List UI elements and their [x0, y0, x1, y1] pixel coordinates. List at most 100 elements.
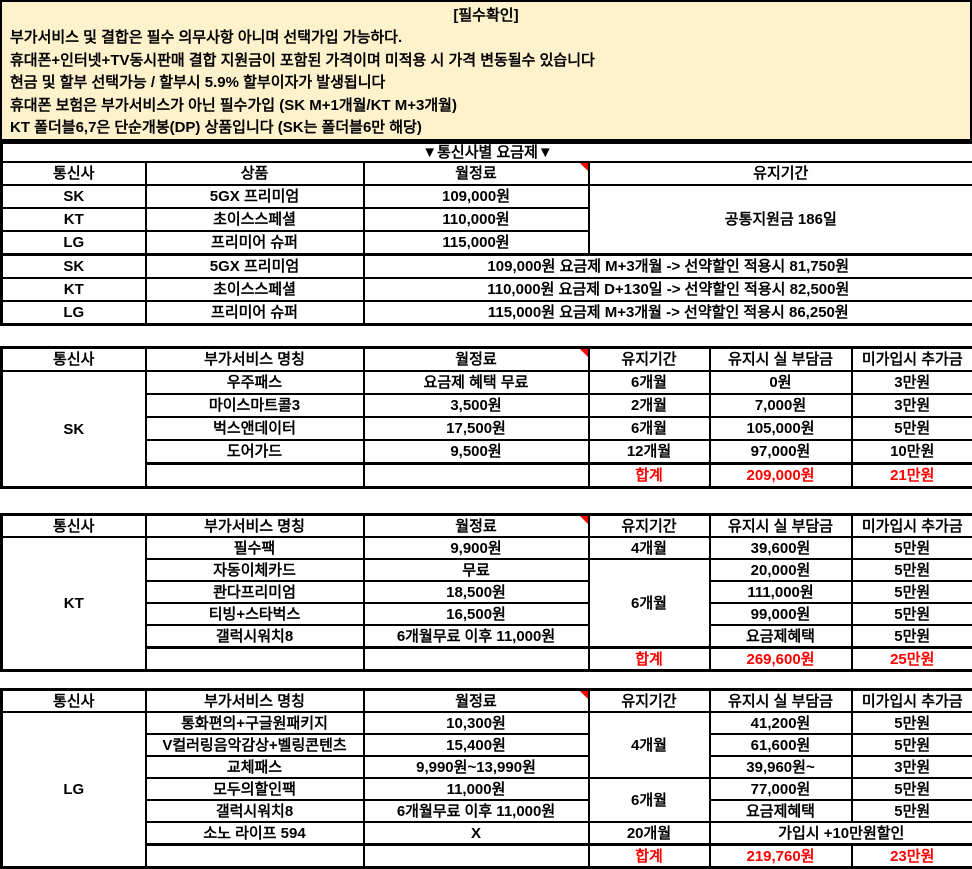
cell-cost: 77,000원	[710, 778, 852, 800]
empty-cell	[146, 845, 364, 868]
cell-cost: 39,960원~	[710, 756, 852, 778]
comment-marker-icon	[580, 349, 588, 357]
cell-extra: 5만원	[852, 625, 972, 648]
carrier-cell: KT	[2, 537, 146, 671]
lg-addon-table: 통신사 부가서비스 명칭 월정료 유지기간 유지시 실 부담금 미가입시 추가금…	[0, 688, 972, 869]
total-row: 합계 209,000원 21만원	[2, 464, 972, 488]
col-header-fee: 월정료	[364, 690, 589, 713]
col-header-carrier: 통신사	[2, 348, 146, 372]
cell-fee: 9,990원~13,990원	[364, 756, 589, 778]
cell-cost: 요금제혜택	[710, 800, 852, 822]
cell-fee: 109,000원	[364, 185, 589, 208]
cell-cost: 111,000원	[710, 581, 852, 603]
cell-carrier: SK	[2, 185, 146, 208]
col-header-period: 유지기간	[589, 690, 710, 713]
cell-fee: 16,500원	[364, 603, 589, 625]
col-header-fee-label: 월정료	[455, 693, 496, 710]
cell-fee: 3,500원	[364, 394, 589, 417]
cell-fee: 110,000원	[364, 208, 589, 231]
total-extra: 21만원	[852, 464, 972, 488]
cell-extra: 5만원	[852, 559, 972, 581]
col-header-fee: 월정료	[364, 515, 589, 538]
cell-service: 티빙+스타벅스	[146, 603, 364, 625]
col-header-cost: 유지시 실 부담금	[710, 515, 852, 538]
carrier-cell: SK	[2, 371, 146, 488]
cell-service: 우주패스	[146, 371, 364, 394]
cell-cost: 97,000원	[710, 440, 852, 464]
cell-extra: 5만원	[852, 778, 972, 800]
table-row: SK 우주패스 요금제 혜택 무료 6개월 0원 3만원	[2, 371, 972, 394]
cell-cost: 99,000원	[710, 603, 852, 625]
cell-fee: 15,400원	[364, 734, 589, 756]
table-row: 소노 라이프 594 X 20개월 가입시 +10만원할인	[2, 822, 972, 845]
cell-period-merged: 6개월	[589, 559, 710, 648]
col-header-carrier: 통신사	[2, 515, 146, 538]
notice-block: [필수확인] 부가서비스 및 결합은 필수 의무사항 아니며 선택가입 가능하다…	[0, 0, 972, 141]
table-row: LG 통화편의+구글원패키지 10,300원 4개월 41,200원 5만원	[2, 712, 972, 734]
cell-service: 통화편의+구글원패키지	[146, 712, 364, 734]
cell-cost: 61,600원	[710, 734, 852, 756]
cell-fee: 115,000원	[364, 231, 589, 255]
addon-header-row: 통신사 부가서비스 명칭 월정료 유지기간 유지시 실 부담금 미가입시 추가금	[2, 690, 972, 713]
total-row: 합계 219,760원 23만원	[2, 845, 972, 868]
total-cost: 219,760원	[710, 845, 852, 868]
cell-fee: 6개월무료 이후 11,000원	[364, 625, 589, 648]
cell-service: 마이스마트콜3	[146, 394, 364, 417]
cell-fee: 9,900원	[364, 537, 589, 559]
col-header-service: 부가서비스 명칭	[146, 515, 364, 538]
cell-period-merged: 4개월	[589, 712, 710, 778]
comment-marker-icon	[580, 163, 588, 171]
total-label: 합계	[589, 845, 710, 868]
cell-carrier: LG	[2, 231, 146, 255]
cell-product: 5GX 프리미엄	[146, 185, 364, 208]
empty-cell	[146, 648, 364, 671]
cell-service: 벅스앤데이터	[146, 417, 364, 440]
total-cost: 209,000원	[710, 464, 852, 488]
cell-fee: 17,500원	[364, 417, 589, 440]
total-label: 합계	[589, 648, 710, 671]
comment-marker-icon	[580, 516, 588, 524]
cell-fee: 11,000원	[364, 778, 589, 800]
cell-service: 모두의할인팩	[146, 778, 364, 800]
table-row: KT 필수팩 9,900원 4개월 39,600원 5만원	[2, 537, 972, 559]
table-row: KT 초이스스페셜 110,000원 요금제 D+130일 -> 선약할인 적용…	[2, 278, 972, 301]
col-header-service: 부가서비스 명칭	[146, 348, 364, 372]
cell-extra: 5만원	[852, 800, 972, 822]
col-header-service: 부가서비스 명칭	[146, 690, 364, 713]
table-row: 모두의할인팩 11,000원 6개월 77,000원 5만원	[2, 778, 972, 800]
table-row: 갤럭시워치8 6개월무료 이후 11,000원 요금제혜택 5만원	[2, 800, 972, 822]
cell-cost: 0원	[710, 371, 852, 394]
cell-product: 5GX 프리미엄	[146, 255, 364, 279]
cell-carrier: LG	[2, 301, 146, 325]
plans-header-row: 통신사 상품 월정료 유지기간	[2, 162, 972, 185]
cell-period: 2개월	[589, 394, 710, 417]
notice-line: KT 폴더블6,7은 단순개봉(DP) 상품입니다 (SK는 폴더블6만 해당)	[10, 117, 962, 140]
cell-product: 프리미어 슈퍼	[146, 231, 364, 255]
cell-cost: 41,200원	[710, 712, 852, 734]
table-row: SK 5GX 프리미엄 109,000원 요금제 M+3개월 -> 선약할인 적…	[2, 255, 972, 279]
total-extra: 23만원	[852, 845, 972, 868]
cell-extra: 10만원	[852, 440, 972, 464]
table-row: LG 프리미어 슈퍼 115,000원 요금제 M+3개월 -> 선약할인 적용…	[2, 301, 972, 325]
cell-period: 12개월	[589, 440, 710, 464]
cell-period: 6개월	[589, 417, 710, 440]
col-header-cost: 유지시 실 부담금	[710, 690, 852, 713]
plans-section-title: ▼통신사별 요금제▼	[2, 143, 972, 163]
cell-service: 소노 라이프 594	[146, 822, 364, 845]
cell-extra: 3만원	[852, 394, 972, 417]
cell-service: 필수팩	[146, 537, 364, 559]
cell-discount-detail: 109,000원 요금제 M+3개월 -> 선약할인 적용시 81,750원	[364, 255, 972, 279]
cell-extra: 5만원	[852, 712, 972, 734]
empty-cell	[364, 464, 589, 488]
cell-cost: 20,000원	[710, 559, 852, 581]
notice-line: 휴대폰 보험은 부가서비스가 아닌 필수가입 (SK M+1개월/KT M+3개…	[10, 95, 962, 118]
col-header-carrier: 통신사	[2, 162, 146, 185]
cell-service: 갤럭시워치8	[146, 800, 364, 822]
addon-header-row: 통신사 부가서비스 명칭 월정료 유지기간 유지시 실 부담금 미가입시 추가금	[2, 348, 972, 372]
table-row: 티빙+스타벅스 16,500원 99,000원 5만원	[2, 603, 972, 625]
cell-cost: 7,000원	[710, 394, 852, 417]
col-header-carrier: 통신사	[2, 690, 146, 713]
cell-fee: 6개월무료 이후 11,000원	[364, 800, 589, 822]
cell-extra: 3만원	[852, 756, 972, 778]
cell-service: 도어가드	[146, 440, 364, 464]
